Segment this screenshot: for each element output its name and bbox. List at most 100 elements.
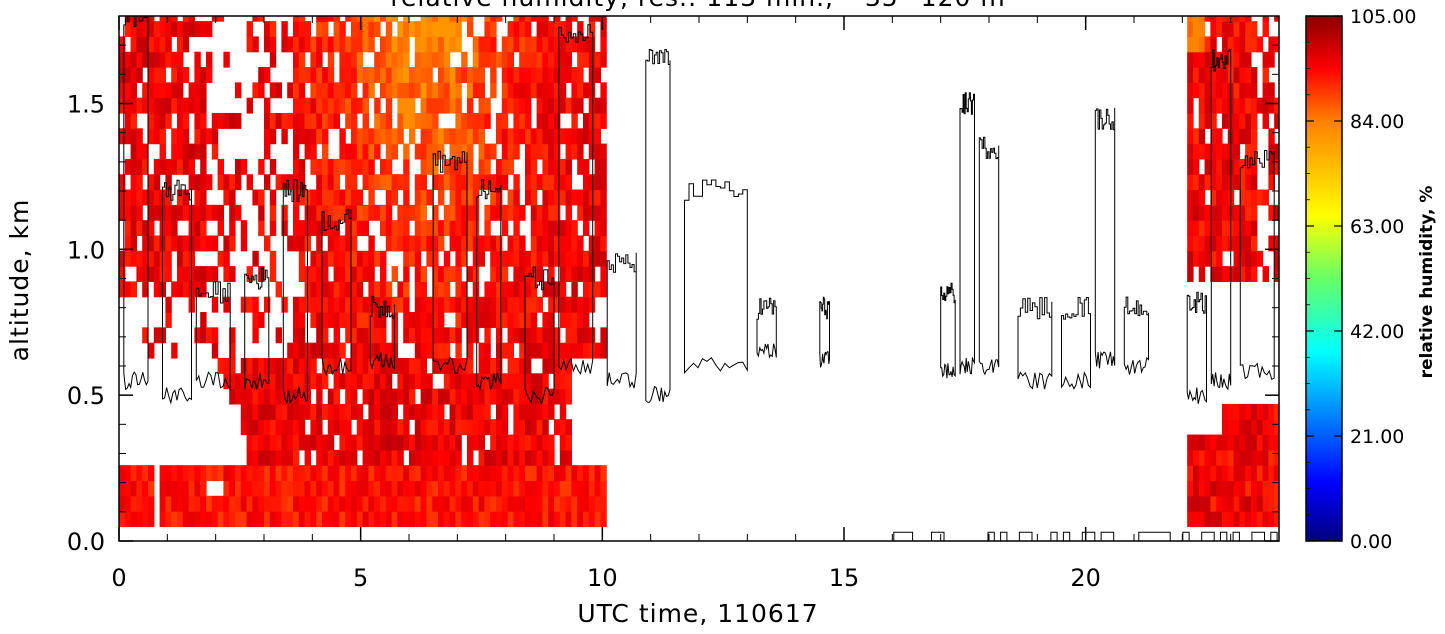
heatmap-cell — [258, 357, 265, 374]
heatmap-cell — [264, 434, 271, 451]
heatmap-cell — [525, 434, 532, 451]
heatmap-cell — [391, 419, 398, 436]
heatmap-cell — [165, 511, 172, 528]
heatmap-cell — [1216, 511, 1223, 528]
heatmap-cell — [327, 67, 335, 83]
heatmap-cell — [449, 327, 456, 344]
heatmap-cell — [577, 82, 584, 99]
heatmap-cell — [281, 204, 288, 221]
heatmap-cell — [322, 67, 329, 83]
heatmap-cell — [380, 511, 387, 528]
heatmap-cell — [136, 36, 143, 53]
heatmap-cell — [600, 174, 607, 191]
heatmap-cell — [264, 465, 271, 482]
heatmap-cell — [432, 128, 439, 145]
heatmap-cell — [420, 403, 427, 420]
heatmap-cell — [461, 112, 468, 129]
heatmap-cell — [501, 465, 509, 482]
heatmap-cell — [467, 220, 474, 237]
heatmap-cell — [327, 342, 335, 359]
heatmap-cell — [1204, 220, 1211, 237]
heatmap-cell — [322, 36, 329, 53]
heatmap-cell — [327, 204, 335, 221]
heatmap-cell — [136, 21, 143, 38]
heatmap-cell — [333, 403, 340, 420]
heatmap-cell — [426, 327, 433, 344]
heatmap-cell — [252, 36, 259, 53]
heatmap-cell — [507, 296, 514, 313]
heatmap-cell — [333, 82, 340, 99]
heatmap-cell — [119, 189, 126, 206]
heatmap-cell — [293, 67, 300, 83]
heatmap-cell — [298, 434, 306, 451]
contour-line — [684, 179, 748, 375]
heatmap-cell — [124, 97, 132, 114]
heatmap-cell — [1216, 128, 1223, 145]
heatmap-cell — [322, 266, 329, 283]
heatmap-cell — [362, 250, 369, 267]
heatmap-cell — [1250, 434, 1258, 451]
heatmap-cell — [467, 465, 474, 482]
heatmap-cell — [1268, 158, 1275, 175]
heatmap-cell — [565, 189, 572, 206]
heatmap-cell — [188, 21, 195, 38]
heatmap-cell — [501, 388, 509, 405]
heatmap-cell — [1250, 465, 1258, 482]
heatmap-cell — [1227, 36, 1235, 53]
heatmap-cell — [519, 128, 526, 145]
heatmap-cell — [472, 495, 480, 512]
heatmap-cell — [600, 342, 607, 359]
heatmap-cell — [588, 250, 596, 267]
heatmap-cell — [252, 357, 259, 374]
heatmap-cell — [130, 67, 137, 83]
heatmap-cell — [385, 174, 393, 191]
heatmap-cell — [467, 342, 474, 359]
heatmap-cell — [426, 312, 433, 328]
heatmap-cell — [571, 143, 578, 160]
heatmap-cell — [536, 51, 543, 68]
heatmap-cell — [322, 250, 329, 267]
heatmap-cell — [182, 495, 190, 512]
contour-line — [1186, 291, 1207, 404]
heatmap-cell — [374, 495, 381, 512]
heatmap-cell — [525, 480, 532, 497]
heatmap-cell — [519, 204, 526, 221]
heatmap-cell — [565, 373, 572, 390]
heatmap-cell — [519, 312, 526, 328]
heatmap-cell — [1198, 511, 1206, 528]
heatmap-cell — [600, 495, 607, 512]
heatmap-cell — [472, 511, 480, 528]
heatmap-cell — [165, 250, 172, 267]
heatmap-cell — [467, 511, 474, 528]
heatmap-cell — [432, 250, 439, 267]
heatmap-cell — [600, 36, 607, 53]
heatmap-cell — [583, 174, 590, 191]
heatmap-cell — [1204, 67, 1211, 83]
heatmap-cell — [490, 312, 497, 328]
heatmap-cell — [119, 67, 126, 83]
heatmap-cell — [391, 403, 398, 420]
heatmap-cell — [542, 312, 549, 328]
heatmap-cell — [554, 357, 561, 374]
heatmap-cell — [588, 465, 596, 482]
heatmap-cell — [490, 67, 497, 83]
heatmap-cell — [258, 465, 265, 482]
heatmap-cell — [374, 449, 381, 466]
heatmap-cell — [235, 373, 242, 390]
heatmap-cell — [565, 327, 572, 344]
heatmap-cell — [1233, 67, 1240, 83]
heatmap-cell — [420, 112, 427, 129]
heatmap-cell — [426, 128, 433, 145]
heatmap-cell — [182, 158, 190, 175]
heatmap-cell — [438, 480, 445, 497]
heatmap-cell — [246, 449, 253, 466]
heatmap-cell — [513, 21, 520, 38]
heatmap-cell — [182, 235, 190, 252]
heatmap-cell — [455, 480, 462, 497]
heatmap-cell — [252, 327, 259, 344]
heatmap-cell — [583, 495, 590, 512]
heatmap-cell — [217, 357, 224, 374]
heatmap-cell — [548, 312, 555, 328]
heatmap-cell — [1256, 97, 1264, 114]
heatmap-cell — [594, 174, 601, 191]
